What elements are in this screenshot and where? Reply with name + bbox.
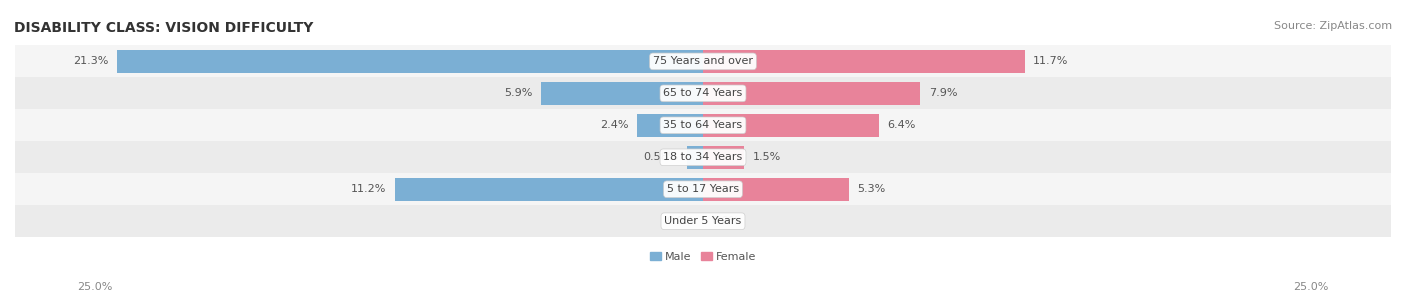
Bar (703, 50, 1025, 73)
Text: 7.9%: 7.9% (929, 88, 957, 98)
Text: DISABILITY CLASS: VISION DIFFICULTY: DISABILITY CLASS: VISION DIFFICULTY (14, 21, 314, 35)
Bar (703, 146, 744, 169)
Bar (688, 146, 703, 169)
Text: 0.58%: 0.58% (644, 152, 679, 162)
Text: 21.3%: 21.3% (73, 56, 108, 66)
Bar (703, 82, 921, 105)
Text: 5.3%: 5.3% (858, 184, 886, 194)
Text: 11.2%: 11.2% (352, 184, 387, 194)
Bar (15, 78, 1391, 109)
Text: 25.0%: 25.0% (1294, 282, 1329, 292)
Bar (15, 45, 1391, 78)
Text: 0.0%: 0.0% (711, 216, 740, 226)
Bar (15, 109, 1391, 141)
Text: 1.5%: 1.5% (752, 152, 780, 162)
Bar (117, 50, 703, 73)
Text: 5 to 17 Years: 5 to 17 Years (666, 184, 740, 194)
Legend: Male, Female: Male, Female (645, 247, 761, 266)
Text: 6.4%: 6.4% (887, 120, 915, 130)
Text: 5.9%: 5.9% (503, 88, 533, 98)
Bar (703, 178, 849, 201)
Bar (15, 173, 1391, 205)
Bar (15, 205, 1391, 237)
Text: Source: ZipAtlas.com: Source: ZipAtlas.com (1274, 21, 1392, 31)
Text: 35 to 64 Years: 35 to 64 Years (664, 120, 742, 130)
Text: 11.7%: 11.7% (1033, 56, 1069, 66)
Text: Under 5 Years: Under 5 Years (665, 216, 741, 226)
Text: 65 to 74 Years: 65 to 74 Years (664, 88, 742, 98)
Bar (15, 141, 1391, 173)
Text: 75 Years and over: 75 Years and over (652, 56, 754, 66)
Text: 2.4%: 2.4% (600, 120, 628, 130)
Text: 25.0%: 25.0% (77, 282, 112, 292)
Bar (703, 114, 879, 137)
Text: 18 to 34 Years: 18 to 34 Years (664, 152, 742, 162)
Text: 0.0%: 0.0% (666, 216, 695, 226)
Bar (541, 82, 703, 105)
Bar (395, 178, 703, 201)
Bar (637, 114, 703, 137)
